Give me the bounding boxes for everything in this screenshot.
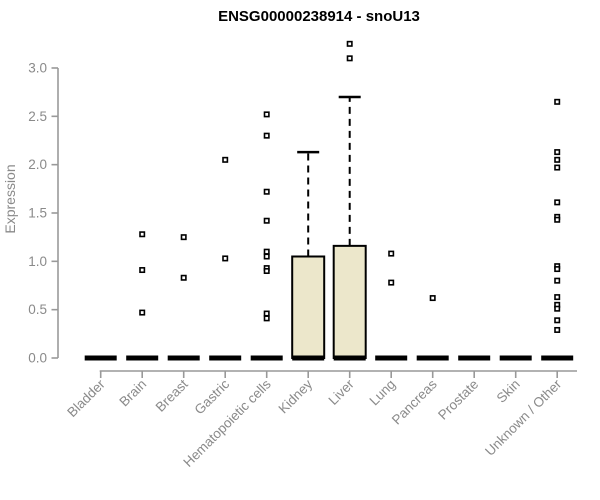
plot-area [84, 40, 574, 361]
outlier-point [139, 309, 146, 316]
box [291, 255, 326, 359]
chart-title: ENSG00000238914 - snoU13 [218, 8, 420, 25]
median-line [458, 355, 491, 361]
outlier-point [346, 55, 353, 62]
median-line [84, 355, 117, 361]
x-tick-label: Pancreas [389, 376, 440, 427]
y-axis: 0.0 0.5 1.0 1.5 2.0 2.5 3.0 [28, 60, 59, 366]
y-tick-label: 0.5 [28, 302, 47, 317]
outlier-point [263, 111, 270, 118]
outlier-point [263, 253, 270, 260]
outlier-point [263, 315, 270, 322]
median-line [292, 355, 325, 361]
x-tick-label: Skin [494, 377, 523, 406]
outlier-point [180, 274, 187, 281]
y-tick-label: 3.0 [28, 60, 47, 75]
outlier-point [346, 40, 353, 47]
y-tick-label: 2.0 [28, 157, 47, 172]
outlier-point [222, 156, 229, 163]
median-line [499, 355, 532, 361]
outlier-point [554, 98, 561, 105]
outlier-point [554, 149, 561, 156]
median-line [250, 355, 283, 361]
x-tick-label: Bladder [64, 376, 108, 420]
outlier-point [263, 310, 270, 317]
outlier-point [429, 295, 436, 302]
y-axis-title: Expression [2, 164, 18, 233]
outlier-point [554, 305, 561, 312]
x-tick-label: Breast [153, 376, 191, 414]
outlier-point [180, 234, 187, 241]
outlier-point [554, 164, 561, 171]
outlier-point [388, 279, 395, 286]
median-line [416, 355, 449, 361]
outlier-point [263, 188, 270, 195]
outlier-point [554, 294, 561, 301]
outlier-point [554, 326, 561, 333]
outlier-point [554, 156, 561, 163]
x-tick-label: Kidney [276, 376, 316, 416]
x-tick-label: Lung [366, 377, 398, 409]
y-tick-label: 1.0 [28, 254, 47, 269]
median-line [209, 355, 242, 361]
outlier-point [554, 317, 561, 324]
outlier-point [554, 199, 561, 206]
outlier-point [554, 266, 561, 273]
outlier-point [139, 267, 146, 274]
x-tick-label: Prostate [435, 377, 481, 423]
median-line [126, 355, 159, 361]
box [332, 244, 367, 359]
x-tick-label: Liver [326, 376, 358, 408]
y-tick-label: 1.5 [28, 205, 47, 220]
outlier-point [554, 216, 561, 223]
y-tick-label: 2.5 [28, 109, 47, 124]
outlier-point [263, 132, 270, 139]
x-tick-label: Brain [116, 377, 149, 410]
median-line [375, 355, 408, 361]
outlier-point [388, 250, 395, 257]
outlier-point [222, 255, 229, 262]
x-tick-label: Unknown / Other [482, 376, 565, 459]
outlier-point [139, 231, 146, 238]
outlier-point [263, 217, 270, 224]
median-line [333, 355, 366, 361]
outlier-point [554, 277, 561, 284]
outlier-point [263, 248, 270, 255]
median-line [167, 355, 200, 361]
outlier-point [263, 267, 270, 274]
y-tick-label: 0.0 [28, 351, 47, 366]
x-tick-label: Gastric [191, 376, 232, 417]
median-line [541, 355, 574, 361]
